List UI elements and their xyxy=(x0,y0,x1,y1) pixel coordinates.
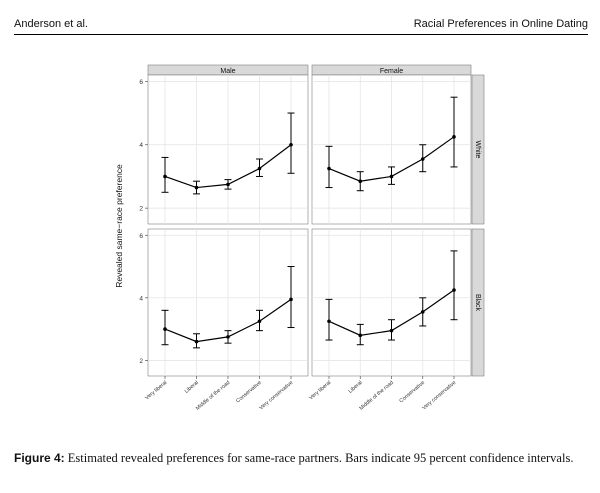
y-tick-label: 6 xyxy=(139,79,143,86)
data-point xyxy=(452,135,456,139)
data-point xyxy=(420,310,425,314)
panel-male-white xyxy=(147,74,309,225)
data-point xyxy=(226,335,230,339)
data-point xyxy=(327,319,331,324)
x-tick-label: Middle of the road xyxy=(358,380,394,412)
data-point xyxy=(257,166,262,171)
x-tick-label: Liberal xyxy=(347,380,363,395)
header-title: Racial Preferences in Online Dating xyxy=(413,18,588,30)
panel-male-black xyxy=(147,228,309,377)
running-header: Anderson et al. Racial Preferences in On… xyxy=(14,14,588,35)
facet-strip-label-female: Female xyxy=(380,68,403,75)
data-point xyxy=(452,288,456,292)
facet-strip-label-black: Black xyxy=(474,294,481,312)
data-point xyxy=(358,333,363,338)
data-point xyxy=(163,327,167,331)
y-tick-label: 4 xyxy=(139,295,143,302)
x-tick-label: Very conservative xyxy=(421,380,457,412)
panel-female-black xyxy=(311,228,472,377)
data-point xyxy=(163,174,167,179)
y-tick-label: 2 xyxy=(139,358,143,365)
header-authors: Anderson et al. xyxy=(14,18,88,30)
data-point xyxy=(358,179,363,184)
panel-female-white xyxy=(311,74,472,225)
data-point xyxy=(327,166,331,171)
y-tick-label: 4 xyxy=(139,142,143,149)
x-tick-label: Conservative xyxy=(398,380,426,405)
data-point xyxy=(194,339,199,344)
x-tick-label: Very liberal xyxy=(144,380,168,401)
caption-text: Estimated revealed preferences for same-… xyxy=(64,451,574,465)
figure-caption: Figure 4: Estimated revealed preferences… xyxy=(14,450,594,466)
facet-strip-label-white: White xyxy=(474,141,481,159)
x-tick-label: Liberal xyxy=(184,380,200,395)
x-tick-label: Very liberal xyxy=(308,380,332,401)
x-tick-label: Very conservative xyxy=(258,380,294,412)
facet-strip-black xyxy=(471,228,485,377)
facet-strip-label-male: Male xyxy=(220,68,235,75)
y-tick-label: 6 xyxy=(139,233,143,240)
data-point xyxy=(226,182,230,187)
facet-strip-white xyxy=(471,74,485,225)
x-tick-label: Middle of the road xyxy=(195,380,231,412)
faceted-line-chart: Male Female White Black 2 4 6 2 4 6 Very liberal Li… xyxy=(114,64,485,412)
data-point xyxy=(420,157,425,161)
y-axis-label: Revealed same−race preference xyxy=(114,164,124,288)
y-tick-label: 2 xyxy=(139,206,143,213)
caption-label: Figure 4: xyxy=(14,451,65,465)
data-point xyxy=(289,297,293,302)
data-point xyxy=(389,328,394,333)
data-point xyxy=(289,142,293,147)
x-tick-label: Conservative xyxy=(235,380,263,405)
data-point xyxy=(257,319,262,324)
data-point xyxy=(194,185,199,190)
data-point xyxy=(389,174,394,179)
